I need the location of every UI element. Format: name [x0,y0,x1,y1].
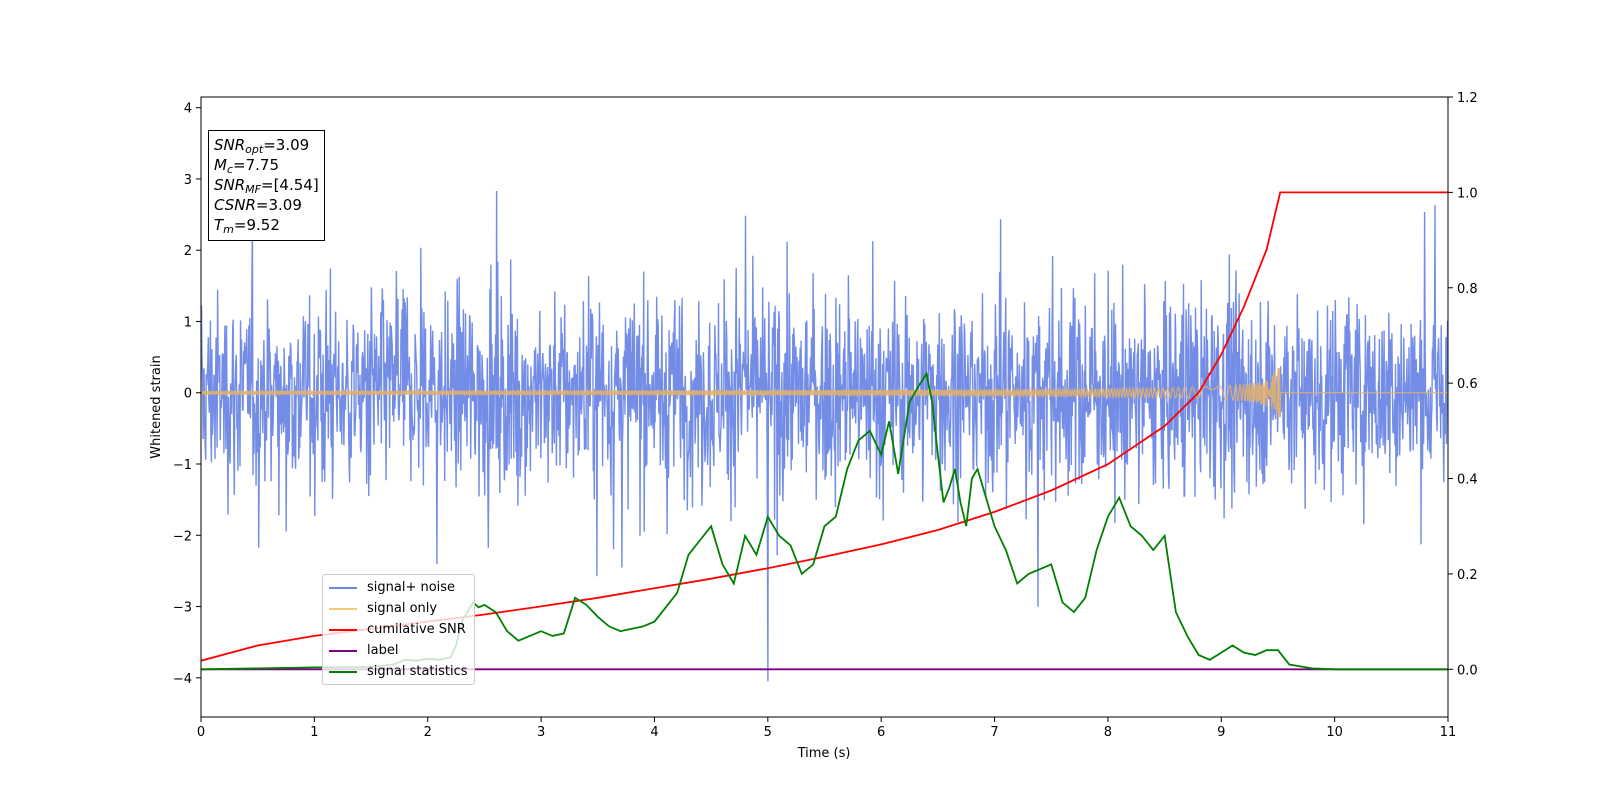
x-tick-label: 2 [424,725,432,740]
y-tick-label-left: 1 [184,315,192,330]
legend-swatch-label [329,649,357,652]
x-tick-label: 5 [764,725,772,740]
x-axis-label: Time (s) [797,746,851,761]
y-tick-label-left: 2 [184,244,192,259]
y-tick-label-left: −4 [173,672,192,687]
series-signal-only [201,368,1448,418]
y-tick-label-left: −1 [173,458,192,473]
legend-item: signal statistics [329,661,468,682]
legend-item: label [329,640,468,661]
x-tick-label: 7 [990,725,998,740]
y-tick-label-right: 0.4 [1457,473,1478,488]
x-axis: 0 1 2 3 4 5 6 7 8 9 10 11 [197,717,1456,740]
x-tick-label: 8 [1104,725,1112,740]
legend-label: signal statistics [367,664,468,679]
y-tick-label-left: −2 [173,529,192,544]
series-signal-noise [201,190,1448,682]
y-tick-label-left: 4 [184,102,192,117]
y-tick-label-right: 0.0 [1457,663,1478,678]
y-axis-left: −4 −3 −2 −1 0 1 2 3 4 [173,102,201,687]
stat-mc: Mc=7.75 [214,156,279,176]
y-tick-label-right: 0.6 [1457,377,1478,392]
legend-swatch-signal-noise [329,586,357,589]
legend-label: label [367,643,399,658]
legend-swatch-cumulative-snr [329,628,357,631]
legend-item: cumilative SNR [329,619,468,640]
stat-snr-opt: SNRopt=3.09 [214,136,310,156]
y-tick-label-right: 1.2 [1457,91,1478,106]
x-tick-label: 4 [650,725,658,740]
legend-label: signal+ noise [367,580,456,595]
x-tick-label: 6 [877,725,885,740]
plot-frame [200,96,1449,718]
x-tick-label: 10 [1326,725,1343,740]
y-axis-label: Whitened strain [149,355,164,458]
x-tick-label: 11 [1440,725,1457,740]
y-tick-label-left: 0 [184,387,192,402]
x-tick-label: 9 [1217,725,1225,740]
y-tick-label-left: 3 [184,173,192,188]
stat-csnr: CSNR=3.09 [214,196,302,214]
stat-snr-mf: SNRMF=[4.54] [214,176,319,196]
legend-swatch-signal-statistics [329,670,357,673]
legend: signal+ noise signal only cumilative SNR… [322,574,475,685]
legend-label: signal only [367,601,438,616]
series-signal-statistics [201,371,1448,671]
legend-item: signal only [329,598,468,619]
x-tick-label: 3 [537,725,545,740]
y-axis-right: 0.0 0.2 0.4 0.6 0.8 1.0 1.2 [1448,91,1478,678]
y-tick-label-left: −3 [173,601,192,616]
legend-item: signal+ noise [329,577,468,598]
legend-label: cumilative SNR [367,622,466,637]
y-tick-label-right: 0.8 [1457,282,1478,297]
x-tick-label: 0 [197,725,205,740]
stats-annotation-box: SNRopt=3.09 Mc=7.75 SNRMF=[4.54] CSNR=3.… [208,130,325,241]
y-tick-label-right: 1.0 [1457,186,1478,201]
x-tick-label: 1 [310,725,318,740]
y-tick-label-right: 0.2 [1457,568,1478,583]
stat-tm: Tm=9.52 [214,216,280,236]
legend-swatch-signal-only [329,607,357,610]
